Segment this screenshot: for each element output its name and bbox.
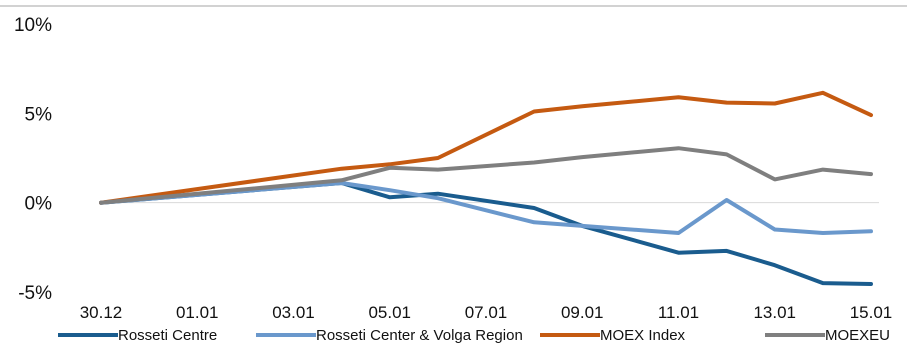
series-line — [99, 146, 873, 205]
x-tick-label: 03.01 — [272, 303, 315, 322]
y-axis-ticks: 10% 5% 0% -5% — [14, 15, 52, 304]
legend: Rosseti Centre Rosseti Center & Volga Reg… — [58, 327, 890, 344]
x-tick-label: 15.01 — [850, 303, 893, 322]
legend-label: MOEXEU — [825, 327, 890, 344]
x-tick-label: 13.01 — [753, 303, 796, 322]
series-lines — [99, 90, 873, 286]
legend-label: Rosseti Centre — [118, 327, 217, 344]
series-line — [99, 90, 873, 205]
series-line — [99, 181, 873, 235]
x-tick-label: 01.01 — [176, 303, 219, 322]
x-tick-label: 07.01 — [465, 303, 508, 322]
legend-label: MOEX Index — [600, 327, 686, 344]
x-tick-label: 05.01 — [368, 303, 411, 322]
x-tick-label: 30.12 — [80, 303, 123, 322]
y-tick-label: 5% — [25, 104, 53, 125]
y-tick-label: 10% — [14, 15, 52, 36]
x-axis-ticks: 30.12 01.01 03.01 05.01 07.01 09.01 11.01 13.01… — [80, 303, 893, 322]
y-tick-label: 0% — [25, 194, 53, 215]
x-tick-label: 09.01 — [561, 303, 604, 322]
legend-label: Rosseti Center & Volga Region — [316, 327, 523, 344]
y-tick-label: -5% — [18, 283, 52, 304]
x-tick-label: 11.01 — [658, 303, 699, 322]
series-line — [99, 181, 873, 286]
